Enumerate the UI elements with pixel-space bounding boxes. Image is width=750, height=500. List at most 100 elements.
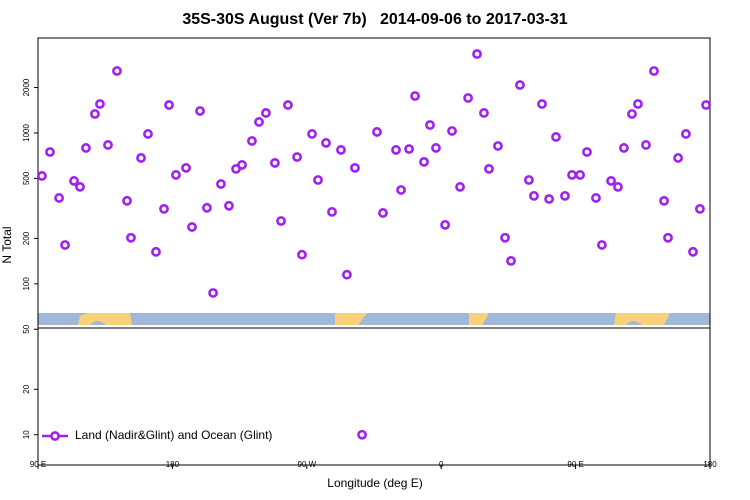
point xyxy=(181,162,191,173)
point xyxy=(292,152,302,162)
point xyxy=(159,203,169,214)
y-tick-label: 1000 xyxy=(22,124,31,142)
y-axis-label: N Total xyxy=(0,226,14,263)
point xyxy=(327,206,337,217)
point xyxy=(208,288,218,298)
point xyxy=(506,255,516,266)
point xyxy=(45,147,55,157)
point xyxy=(463,93,473,103)
point xyxy=(613,182,623,192)
x-tick-label: 90 W xyxy=(297,460,316,469)
point xyxy=(391,145,401,155)
y-tick-label: 500 xyxy=(22,171,31,185)
point xyxy=(633,99,643,109)
point xyxy=(254,117,264,127)
point xyxy=(431,143,441,153)
point xyxy=(606,176,616,186)
point xyxy=(560,190,570,201)
x-tick-label: 0 xyxy=(439,460,444,469)
point xyxy=(60,240,70,250)
point xyxy=(515,80,525,90)
surface-strip xyxy=(38,313,710,325)
point xyxy=(164,100,174,110)
point xyxy=(95,99,105,109)
point xyxy=(500,232,510,243)
point xyxy=(187,222,197,232)
point xyxy=(529,190,539,201)
point xyxy=(575,170,585,180)
point xyxy=(269,158,280,168)
point xyxy=(567,170,577,180)
point xyxy=(283,100,293,110)
point xyxy=(695,203,705,214)
point xyxy=(659,195,669,206)
point xyxy=(202,202,212,213)
point xyxy=(276,216,286,226)
point xyxy=(297,249,307,260)
point xyxy=(419,157,429,167)
point xyxy=(90,109,100,119)
point xyxy=(396,185,406,195)
point xyxy=(171,170,181,180)
point xyxy=(472,49,482,59)
point xyxy=(378,208,388,218)
y-tick-label: 50 xyxy=(22,324,31,333)
point xyxy=(54,193,64,203)
point xyxy=(126,232,136,243)
x-tick-label: 90 E xyxy=(567,460,583,469)
point xyxy=(237,160,247,170)
point xyxy=(591,193,601,203)
point xyxy=(307,129,317,139)
point xyxy=(681,129,691,139)
x-tick-label: 180 xyxy=(703,460,717,469)
point xyxy=(663,232,673,243)
point xyxy=(103,140,113,150)
point xyxy=(75,182,85,192)
x-axis-label: Longitude (deg E) xyxy=(327,476,422,490)
point xyxy=(425,120,435,130)
point xyxy=(122,195,132,206)
x-tick-label: 90 E xyxy=(30,460,46,469)
point xyxy=(404,144,414,154)
legend-label: Land (Nadir&Glint) and Ocean (Glint) xyxy=(75,428,272,442)
point xyxy=(484,163,494,174)
y-tick-label: 10 xyxy=(22,430,31,439)
point xyxy=(224,200,234,211)
point xyxy=(112,66,122,76)
x-tick-label: 180 xyxy=(166,460,180,469)
point xyxy=(143,129,153,139)
y-tick-label: 2000 xyxy=(22,78,31,96)
point xyxy=(151,246,161,257)
y-tick-label: 100 xyxy=(22,277,31,291)
point xyxy=(701,100,711,110)
point xyxy=(673,153,683,163)
point xyxy=(313,175,323,185)
y-tick-label: 20 xyxy=(22,384,31,393)
point xyxy=(493,141,503,151)
point xyxy=(342,269,352,280)
point xyxy=(582,147,592,157)
y-tick-label: 200 xyxy=(22,231,31,245)
point xyxy=(537,99,547,109)
point xyxy=(410,91,420,101)
point xyxy=(336,145,346,155)
point xyxy=(216,179,226,189)
point xyxy=(627,109,637,119)
point xyxy=(321,138,331,148)
point xyxy=(479,108,489,118)
point xyxy=(455,182,465,192)
chart-title: 35S-30S August (Ver 7b) 2014-09-06 to 20… xyxy=(182,11,567,28)
point xyxy=(524,175,534,185)
point xyxy=(247,136,257,146)
point xyxy=(372,127,382,137)
point xyxy=(447,126,457,136)
point xyxy=(688,246,698,257)
point xyxy=(597,240,607,250)
point xyxy=(440,219,451,230)
point xyxy=(261,108,271,118)
point xyxy=(37,171,47,181)
point xyxy=(136,153,146,163)
point xyxy=(69,176,79,186)
plot-frame xyxy=(37,37,711,466)
